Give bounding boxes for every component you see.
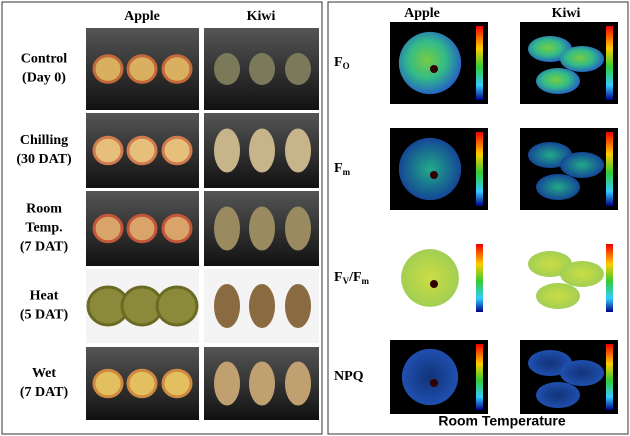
kiwi [214,206,240,251]
column-header: Kiwi [247,9,276,24]
label-part: m [343,167,351,177]
kiwi-image [560,46,604,72]
column-header: Apple [124,9,160,24]
label-part: O [343,61,350,71]
kiwi [249,206,275,251]
apple [92,54,124,84]
apple [126,213,158,244]
color-scale [606,344,613,410]
kiwi [285,53,311,85]
apple [161,368,193,399]
kiwi-image [560,152,604,178]
kiwi [214,284,240,328]
apple [161,135,193,166]
column-header: Kiwi [552,6,581,21]
row-label: Wet [32,366,56,381]
color-scale [476,132,483,206]
left-panel [1,1,323,435]
apple-image [398,31,462,95]
kiwi-image [560,261,604,287]
row-label: (Day 0) [22,71,66,86]
right-panel [327,1,629,435]
apple [126,368,158,399]
row-label: Temp. [25,221,62,236]
row-label: FO [334,55,350,71]
apple-image [401,249,459,307]
apple [92,213,124,244]
label-part: V [343,276,350,286]
apple-image [398,137,462,201]
row-label: NPQ [334,369,364,384]
kiwi [285,206,311,251]
apple-spot [430,171,438,179]
color-scale [606,26,613,100]
color-scale [606,132,613,206]
label-part: /F [348,270,361,285]
color-scale [476,244,483,312]
kiwi-image [560,360,604,386]
apple-spot [430,65,438,73]
footer: Room Temperature [438,413,566,429]
label-part: F [334,161,343,176]
label-part: m [362,276,370,286]
column-header: Apple [404,6,440,21]
color-scale [476,344,483,410]
kiwi [285,284,311,328]
color-scale [476,26,483,100]
label-part: F [334,55,343,70]
label-part: F [334,270,343,285]
row-label: Control [21,52,68,67]
color-scale [606,244,613,312]
apple [161,213,193,244]
kiwi [249,53,275,85]
row-label: (30 DAT) [16,152,72,167]
row-label: (7 DAT) [20,240,69,255]
kiwi-image [536,283,580,309]
kiwi [249,128,275,173]
kiwi [249,284,275,328]
row-label: (5 DAT) [20,308,69,323]
apple-spot [430,379,438,387]
row-label: Chilling [20,133,68,148]
row-label: Fm [334,161,351,177]
row-label: Room [26,202,62,217]
apple [126,135,158,166]
apple [126,54,158,84]
apple-image [401,348,459,406]
kiwi [214,53,240,85]
kiwi [249,361,275,406]
apple [92,135,124,166]
kiwi [214,361,240,406]
label-part: NPQ [334,369,364,384]
row-label: FV/Fm [334,270,370,286]
kiwi [285,128,311,173]
kiwi-image [536,174,580,200]
apple [155,285,199,327]
apple-spot [430,280,438,288]
kiwi-image [536,68,580,94]
row-label: (7 DAT) [20,385,69,400]
apple [161,54,193,84]
kiwi-image [536,382,580,408]
apple [92,368,124,399]
row-label: Heat [30,289,59,304]
kiwi [214,128,240,173]
kiwi [285,361,311,406]
